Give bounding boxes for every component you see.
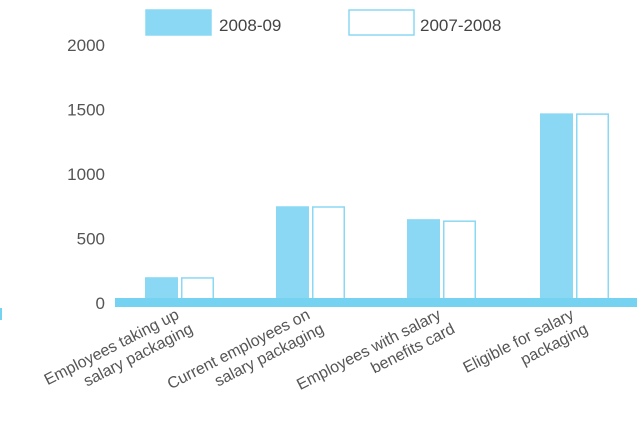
bar-2007-2008-4 xyxy=(576,113,609,305)
bar-2008-09-2 xyxy=(276,206,309,303)
y-tick-label-500: 500 xyxy=(77,230,105,249)
legend-swatch-2007-2008 xyxy=(348,9,415,36)
y-axis: 0 500 1000 1500 2000 xyxy=(67,36,105,313)
axis-edge-marker xyxy=(0,308,2,320)
x-tick-label-4: Eligible for salarypackaging xyxy=(461,304,591,394)
y-tick-label-2000: 2000 xyxy=(67,36,105,55)
bar-2008-09-3 xyxy=(407,219,440,303)
legend: 2008-09 2007-2008 xyxy=(145,9,501,36)
bar-2007-2008-2 xyxy=(312,206,345,305)
x-tick-label-3: Employees with salarybenefits card xyxy=(294,304,458,411)
y-tick-label-0: 0 xyxy=(96,294,105,313)
x-tick-label-2: Current employees onsalary packaging xyxy=(165,304,327,410)
bar-2008-09-4 xyxy=(540,113,573,304)
y-tick-label-1000: 1000 xyxy=(67,165,105,184)
bars xyxy=(145,113,609,305)
bar-2007-2008-3 xyxy=(443,220,476,305)
legend-label-2007-2008: 2007-2008 xyxy=(420,16,501,35)
legend-label-2008-09: 2008-09 xyxy=(219,16,281,35)
x-axis-line xyxy=(115,298,637,307)
y-tick-label-1500: 1500 xyxy=(67,101,105,120)
x-axis: Employees taking upsalary packagingCurre… xyxy=(0,298,637,411)
legend-swatch-2008-09 xyxy=(145,9,212,36)
